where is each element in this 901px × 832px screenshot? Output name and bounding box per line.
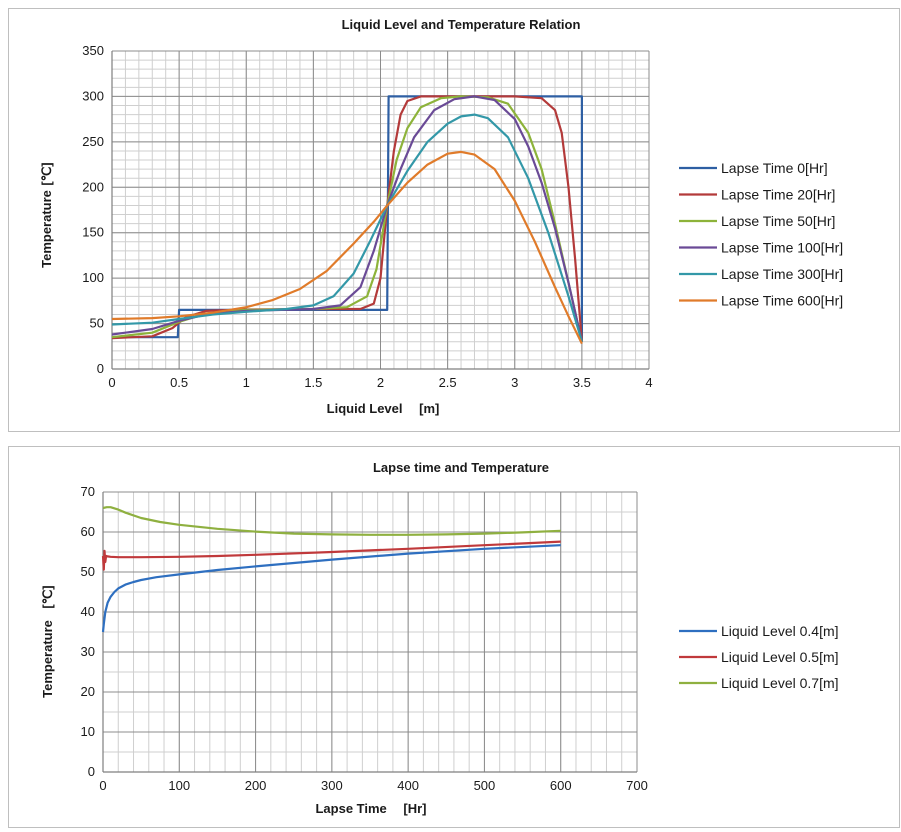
legend-label: Lapse Time 100[Hr] bbox=[721, 240, 843, 256]
y-tick-label: 20 bbox=[81, 684, 95, 699]
chart-title: Lapse time and Temperature bbox=[373, 460, 549, 475]
y-tick-label: 30 bbox=[81, 644, 95, 659]
y-tick-label: 10 bbox=[81, 724, 95, 739]
legend-label: Lapse Time 300[Hr] bbox=[721, 266, 843, 282]
y-tick-label: 300 bbox=[82, 88, 104, 103]
series-line-2 bbox=[111, 95, 583, 342]
x-tick-label: 0 bbox=[99, 778, 106, 793]
x-tick-label: 1.5 bbox=[304, 375, 322, 390]
x-tick-label: 600 bbox=[550, 778, 572, 793]
y-tick-label: 100 bbox=[82, 270, 104, 285]
x-tick-label: 100 bbox=[168, 778, 190, 793]
y-tick-label: 50 bbox=[90, 316, 104, 331]
x-tick-label: 400 bbox=[397, 778, 419, 793]
legend-label: Liquid Level 0.4[m] bbox=[721, 623, 839, 639]
x-axis-title: Lapse Time [Hr] bbox=[315, 801, 426, 816]
y-axis-title: Temperature bbox=[40, 620, 55, 698]
series-line-2 bbox=[101, 540, 561, 571]
x-tick-label: 2 bbox=[377, 375, 384, 390]
chart-panel-lapse-time: Lapse time and Temperature 0 100 200 300 400… bbox=[8, 446, 900, 828]
series-line-5 bbox=[111, 113, 583, 343]
x-tick-label: 0 bbox=[108, 375, 115, 390]
y-tick-label: 0 bbox=[97, 361, 104, 376]
x-tick-label: 500 bbox=[474, 778, 496, 793]
x-tick-label: 3 bbox=[511, 375, 518, 390]
legend-label: Liquid Level 0.7[m] bbox=[721, 675, 839, 691]
series-line-1 bbox=[112, 95, 584, 342]
x-tick-label: 4 bbox=[645, 375, 652, 390]
y-axis-unit: [℃] bbox=[39, 162, 54, 185]
y-tick-label: 250 bbox=[82, 134, 104, 149]
chart-title: Liquid Level and Temperature Relation bbox=[342, 17, 581, 32]
x-tick-label: 700 bbox=[626, 778, 648, 793]
legend-label: Lapse Time 50[Hr] bbox=[721, 213, 835, 229]
y-tick-label: 50 bbox=[81, 564, 95, 579]
y-tick-label: 0 bbox=[88, 764, 95, 779]
x-axis-title: Liquid Level [m] bbox=[327, 401, 440, 416]
y-tick-label: 200 bbox=[82, 179, 104, 194]
series-line-6 bbox=[111, 150, 583, 345]
y-tick-label: 60 bbox=[81, 524, 95, 539]
x-tick-label: 1 bbox=[243, 375, 250, 390]
y-tick-label: 70 bbox=[81, 484, 95, 499]
x-tick-label: 200 bbox=[245, 778, 267, 793]
x-tick-label: 2.5 bbox=[439, 375, 457, 390]
legend-label: Lapse Time 600[Hr] bbox=[721, 293, 843, 309]
x-tick-label: 300 bbox=[321, 778, 343, 793]
series-line-1 bbox=[101, 544, 561, 633]
y-tick-label: 40 bbox=[81, 604, 95, 619]
x-tick-label: 0.5 bbox=[170, 375, 188, 390]
y-axis-title: Temperature bbox=[39, 190, 54, 268]
legend-label: Liquid Level 0.5[m] bbox=[721, 649, 839, 665]
chart-lapse-time-temperature: Lapse time and Temperature 0 100 200 300 400… bbox=[40, 460, 839, 816]
x-tick-label: 3.5 bbox=[573, 375, 591, 390]
series-line-3 bbox=[102, 506, 561, 536]
y-tick-label: 150 bbox=[82, 225, 104, 240]
y-tick-label: 350 bbox=[82, 43, 104, 58]
legend-label: Lapse Time 0[Hr] bbox=[721, 160, 828, 176]
legend-label: Lapse Time 20[Hr] bbox=[721, 187, 835, 203]
y-axis-unit: [℃] bbox=[40, 585, 55, 608]
